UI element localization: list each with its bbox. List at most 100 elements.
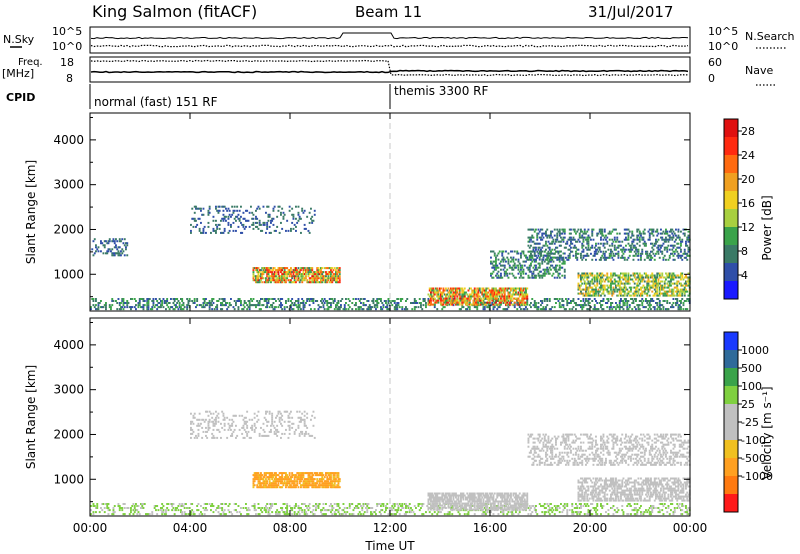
- data-cell: [396, 298, 399, 300]
- data-cell: [596, 503, 599, 505]
- data-cell: [681, 298, 684, 300]
- data-cell: [128, 306, 131, 309]
- data-cell: [513, 304, 516, 307]
- data-cell: [528, 509, 531, 512]
- data-cell: [592, 294, 595, 297]
- data-cell: [582, 240, 585, 243]
- data-cell: [613, 306, 616, 309]
- data-cell: [632, 302, 635, 304]
- data-cell: [273, 279, 276, 282]
- data-cell: [252, 478, 255, 481]
- data-cell: [662, 238, 665, 241]
- data-cell: [270, 219, 272, 222]
- data-cell: [630, 505, 632, 507]
- data-cell: [386, 503, 389, 505]
- data-cell: [626, 292, 629, 295]
- data-cell: [582, 292, 585, 295]
- data-cell: [167, 503, 170, 505]
- data-cell: [230, 225, 232, 228]
- data-cell: [503, 264, 506, 267]
- data-cell: [610, 302, 612, 304]
- data-cell: [450, 287, 452, 290]
- data-cell: [660, 236, 662, 239]
- data-cell: [293, 271, 296, 274]
- data-cell: [672, 282, 675, 285]
- data-cell: [240, 304, 242, 307]
- data-cell: [107, 513, 110, 516]
- data-cell: [235, 219, 237, 222]
- data-cell: [293, 223, 296, 226]
- data-cell: [443, 301, 446, 304]
- data-cell: [380, 306, 382, 309]
- data-cell: [517, 258, 520, 261]
- data-cell: [191, 509, 194, 512]
- data-cell: [642, 276, 645, 279]
- data-cell: [196, 207, 199, 210]
- data-cell: [337, 505, 340, 507]
- data-cell: [647, 300, 650, 302]
- data-cell: [610, 272, 612, 275]
- data-cell: [335, 279, 337, 282]
- data-cell: [521, 295, 524, 298]
- data-cell: [338, 267, 341, 270]
- freq-trace: [90, 69, 689, 74]
- data-cell: [641, 298, 644, 300]
- data-cell: [648, 302, 651, 304]
- data-cell: [600, 300, 602, 302]
- data-cell: [338, 277, 341, 280]
- data-cell: [590, 274, 592, 277]
- data-cell: [487, 291, 490, 294]
- data-cell: [302, 277, 305, 280]
- data-cell: [305, 505, 307, 507]
- data-cell: [218, 209, 221, 212]
- data-cell: [576, 258, 579, 261]
- data-cell: [503, 295, 506, 298]
- data-cell: [106, 505, 109, 507]
- data-cell: [227, 505, 230, 507]
- data-cell: [303, 511, 306, 514]
- data-cell: [658, 503, 661, 505]
- data-cell: [505, 260, 507, 263]
- data-cell: [251, 300, 254, 302]
- data-cell: [531, 234, 534, 237]
- data-cell: [333, 511, 336, 514]
- data-cell: [336, 505, 339, 507]
- data-cell: [95, 250, 97, 253]
- data-cell: [593, 304, 596, 307]
- data-cell: [503, 301, 506, 304]
- data-cell: [626, 302, 629, 304]
- data-cell: [492, 287, 495, 290]
- data-cell: [237, 306, 240, 309]
- data-cell: [262, 273, 265, 276]
- data-cell: [430, 303, 432, 306]
- data-cell: [601, 300, 604, 302]
- data-cell: [588, 236, 591, 239]
- data-cell: [262, 267, 265, 270]
- data-cell: [483, 507, 486, 509]
- data-cell: [533, 300, 536, 302]
- data-cell: [328, 302, 331, 304]
- data-cell: [598, 274, 601, 277]
- data-cell: [593, 509, 596, 512]
- data-cell: [381, 503, 384, 505]
- data-cell: [433, 301, 436, 304]
- data-cell: [547, 250, 550, 253]
- data-cell: [580, 254, 582, 257]
- data-cell: [675, 298, 677, 300]
- data-cell: [525, 256, 527, 259]
- data-cell: [580, 280, 582, 283]
- data-cell: [678, 308, 681, 311]
- data-cell: [558, 266, 561, 269]
- data-cell: [180, 308, 182, 311]
- data-cell: [326, 302, 329, 304]
- data-cell: [632, 234, 635, 237]
- data-cell: [415, 302, 417, 304]
- data-cell: [598, 286, 601, 289]
- data-cell: [492, 306, 495, 309]
- data-cell: [178, 304, 181, 307]
- data-cell: [252, 279, 255, 282]
- data-cell: [651, 511, 654, 514]
- data-cell: [527, 513, 530, 516]
- data-cell: [385, 306, 387, 309]
- data-cell: [368, 308, 371, 311]
